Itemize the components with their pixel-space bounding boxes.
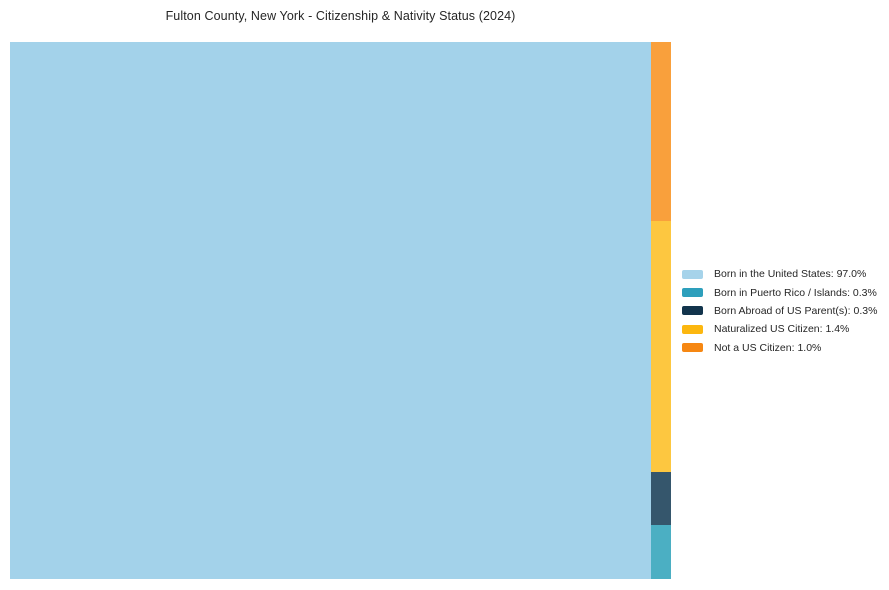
legend-item-naturalized-us-citizen[interactable]: Naturalized US Citizen: 1.4% — [682, 320, 877, 338]
legend-item-born-in-puerto-rico-islands[interactable]: Born in Puerto Rico / Islands: 0.3% — [682, 283, 877, 301]
treemap-side-column — [651, 42, 671, 579]
treemap-rect-born-in-the-united-states[interactable] — [10, 42, 652, 579]
treemap-plot-area — [10, 42, 671, 579]
treemap-rect-born-in-puerto-rico-islands[interactable] — [651, 525, 671, 579]
treemap-rect-not-a-us-citizen[interactable] — [651, 42, 671, 221]
legend-label: Born in Puerto Rico / Islands: 0.3% — [714, 286, 877, 299]
chart-title: Fulton County, New York - Citizenship & … — [165, 9, 516, 23]
legend-swatch — [682, 269, 703, 279]
legend-label: Not a US Citizen: 1.0% — [714, 341, 822, 354]
legend-swatch — [682, 288, 703, 298]
legend-label: Born Abroad of US Parent(s): 0.3% — [714, 304, 878, 317]
legend-item-not-a-us-citizen[interactable]: Not a US Citizen: 1.0% — [682, 339, 877, 357]
treemap-rect-born-abroad-of-us-parent-s[interactable] — [651, 471, 671, 526]
legend-swatch — [682, 324, 703, 334]
treemap-rect-naturalized-us-citizen[interactable] — [651, 221, 671, 472]
legend-item-born-abroad-of-us-parent-s[interactable]: Born Abroad of US Parent(s): 0.3% — [682, 302, 877, 320]
legend-label: Born in the United States: 97.0% — [714, 268, 867, 281]
legend-swatch — [682, 343, 703, 353]
legend-item-born-in-the-united-states[interactable]: Born in the United States: 97.0% — [682, 265, 877, 283]
chart-legend: Born in the United States: 97.0% Born in … — [682, 265, 877, 357]
legend-swatch — [682, 306, 703, 316]
legend-label: Naturalized US Citizen: 1.4% — [714, 323, 850, 336]
